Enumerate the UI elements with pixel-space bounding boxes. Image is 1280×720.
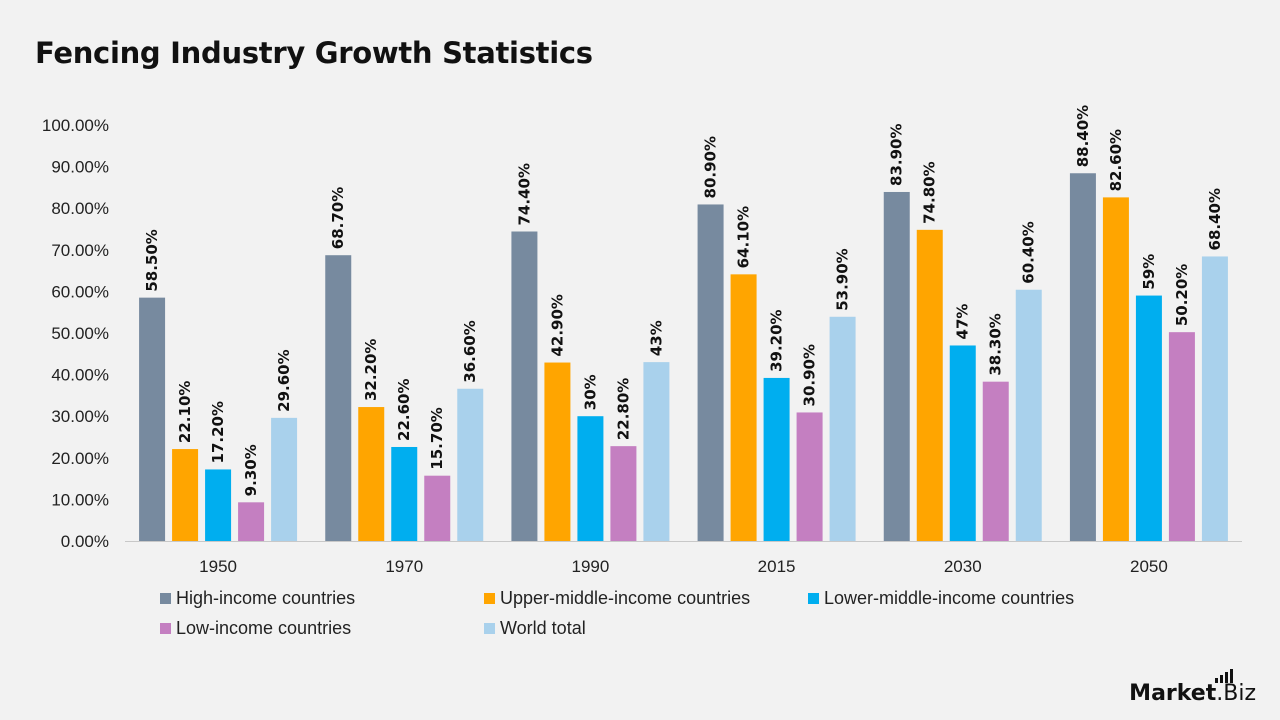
bar — [238, 502, 265, 541]
y-tick-label: 90.00% — [51, 158, 109, 177]
bar — [271, 417, 298, 541]
bar — [457, 388, 484, 541]
data-label: 29.60% — [275, 349, 293, 411]
bar — [172, 449, 199, 541]
data-label: 64.10% — [735, 206, 753, 268]
bar — [544, 362, 571, 541]
bar — [949, 345, 976, 541]
legend-swatch — [484, 593, 495, 604]
bar — [1135, 295, 1162, 541]
legend-label: World total — [500, 618, 586, 638]
legend-swatch — [484, 623, 495, 634]
data-label: 32.20% — [362, 339, 380, 401]
brand-name-rest: .Biz — [1216, 681, 1256, 706]
legend-label: Low-income countries — [176, 618, 352, 638]
legend-item: Upper-middle-income countries — [484, 588, 750, 609]
data-label: 74.80% — [921, 161, 939, 223]
y-tick-label: 60.00% — [51, 282, 109, 301]
bar — [1168, 332, 1195, 541]
bar — [358, 407, 385, 541]
bar — [1201, 256, 1228, 541]
bar — [796, 412, 823, 541]
bar-chart-icon — [1215, 669, 1234, 683]
legend-swatch — [808, 593, 819, 604]
y-tick-label: 0.00% — [61, 532, 109, 551]
bar — [610, 446, 637, 541]
data-label: 80.90% — [702, 136, 720, 198]
bar — [763, 377, 790, 541]
x-tick-label: 2030 — [944, 557, 982, 576]
x-tick-label: 1950 — [199, 557, 237, 576]
data-label: 22.80% — [614, 378, 632, 440]
data-label: 43% — [647, 320, 665, 356]
data-label: 68.40% — [1206, 188, 1224, 250]
y-tick-label: 40.00% — [51, 366, 109, 385]
bar — [391, 446, 418, 541]
data-label: 59% — [1140, 254, 1158, 290]
x-tick-label: 1990 — [572, 557, 610, 576]
data-label: 42.90% — [548, 294, 566, 356]
bar — [1069, 173, 1096, 542]
data-label: 39.20% — [768, 309, 786, 371]
brand-name-bold: Market — [1129, 681, 1217, 706]
bar — [883, 191, 910, 541]
chart-title: Fencing Industry Growth Statistics — [35, 36, 593, 70]
bar — [1015, 289, 1042, 541]
bar — [829, 316, 856, 541]
y-tick-label: 30.00% — [51, 407, 109, 426]
bar — [697, 204, 724, 541]
data-label: 58.50% — [143, 229, 161, 291]
x-tick-label: 2015 — [758, 557, 796, 576]
data-label: 88.40% — [1074, 105, 1092, 167]
data-label: 60.40% — [1020, 221, 1038, 283]
data-label: 83.90% — [888, 123, 906, 185]
x-tick-label: 2050 — [1130, 557, 1168, 576]
data-label: 82.60% — [1107, 129, 1125, 191]
legend-label: Lower-middle-income countries — [824, 588, 1075, 608]
bar — [205, 469, 232, 541]
data-label: 47% — [954, 304, 972, 340]
legend-swatch — [160, 623, 171, 634]
data-label: 38.30% — [987, 313, 1005, 375]
data-label: 22.60% — [395, 378, 413, 440]
data-label: 53.90% — [834, 248, 852, 310]
y-tick-label: 100.00% — [42, 116, 109, 135]
data-label: 17.20% — [209, 401, 227, 463]
bar — [730, 274, 757, 541]
data-label: 9.30% — [242, 444, 260, 496]
legend-item: High-income countries — [160, 588, 355, 609]
brand-logo: Market .Biz — [1129, 669, 1256, 706]
data-label: 15.70% — [428, 407, 446, 469]
data-label: 36.60% — [461, 320, 479, 382]
bar — [424, 475, 451, 541]
bar — [325, 255, 352, 541]
y-tick-label: 50.00% — [51, 324, 109, 343]
data-label: 30% — [581, 374, 599, 410]
bar-chart: 0.00% 10.00% 20.00% 30.00% 40.00% 50.00% 60.00… — [42, 105, 1242, 576]
legend-label: Upper-middle-income countries — [500, 588, 751, 608]
bar — [916, 229, 943, 541]
data-label: 74.40% — [515, 163, 533, 225]
legend-swatch — [160, 593, 171, 604]
y-tick-label: 10.00% — [51, 490, 109, 509]
bar — [577, 416, 604, 541]
y-tick-label: 20.00% — [51, 449, 109, 468]
bar — [982, 381, 1009, 541]
x-tick-label: 1970 — [385, 557, 423, 576]
data-label: 50.20% — [1173, 264, 1191, 326]
legend-item: Low-income countries — [160, 618, 351, 639]
bar — [1102, 197, 1129, 541]
legend-label: High-income countries — [176, 588, 356, 608]
bar — [511, 231, 538, 541]
legend-item: World total — [484, 618, 586, 639]
bar — [139, 297, 166, 541]
legend-item: Lower-middle-income countries — [808, 588, 1074, 609]
data-label: 22.10% — [176, 381, 194, 443]
bar — [643, 362, 670, 541]
y-tick-label: 80.00% — [51, 199, 109, 218]
data-label: 68.70% — [329, 187, 347, 249]
y-tick-label: 70.00% — [51, 241, 109, 260]
data-label: 30.90% — [801, 344, 819, 406]
